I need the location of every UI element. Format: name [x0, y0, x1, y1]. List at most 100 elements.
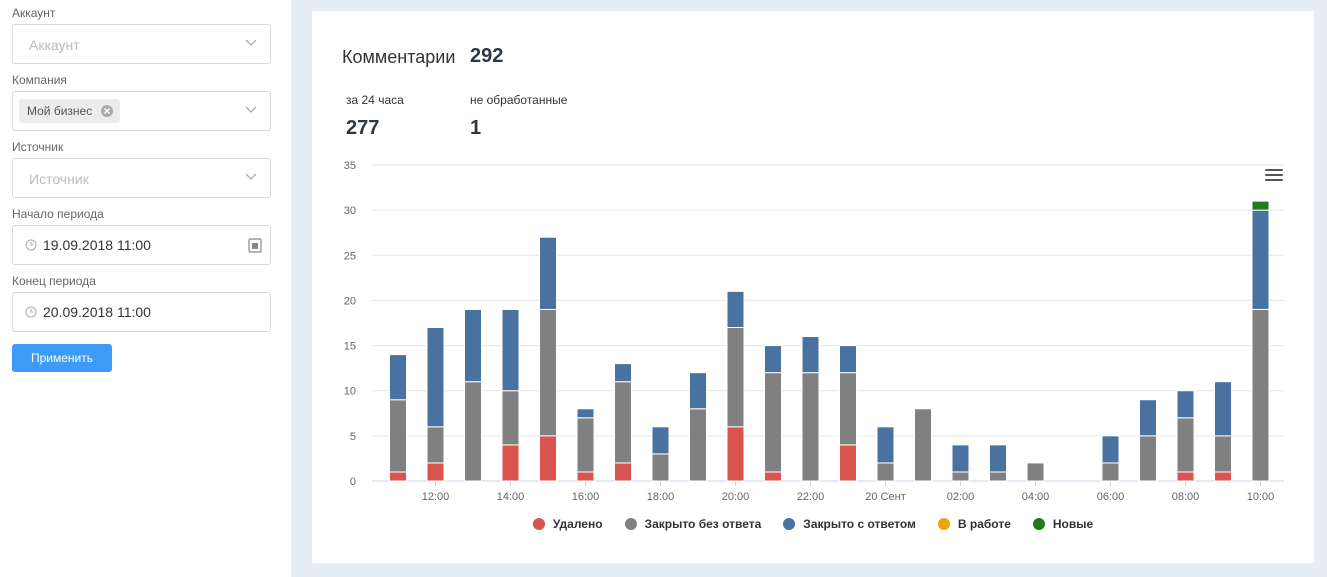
legend-item[interactable]: Новые [1032, 517, 1093, 531]
x-tick-label: 04:00 [1022, 491, 1050, 503]
bar-segment[interactable] [726, 426, 745, 482]
bar-segment[interactable] [464, 381, 482, 482]
main-area: Комментарии 292 за 24 часа 277 не обрабо… [291, 0, 1327, 577]
apply-button[interactable]: Применить [12, 344, 112, 372]
bar-segment[interactable] [801, 372, 820, 482]
bar-segment[interactable] [876, 426, 895, 464]
legend-label: Закрыто без ответа [644, 517, 762, 531]
clock-icon [25, 306, 37, 318]
company-tag-label: Мой бизнес [27, 104, 93, 118]
bar-segment[interactable] [764, 471, 782, 482]
bar-segment[interactable] [389, 471, 407, 482]
chevron-down-icon [245, 39, 257, 46]
y-tick-label: 0 [350, 476, 356, 488]
legend-dot-icon [937, 518, 950, 530]
last24-label: за 24 часа [346, 93, 404, 107]
bar-segment[interactable] [501, 308, 520, 392]
company-select[interactable]: Мой бизнес [12, 91, 271, 131]
bar-segment[interactable] [1214, 435, 1232, 473]
hamburger-menu-icon[interactable] [1265, 169, 1283, 183]
bar-segment[interactable] [914, 408, 932, 482]
calendar-icon[interactable] [248, 237, 262, 253]
legend-dot-icon [783, 518, 796, 530]
y-tick-label: 10 [344, 386, 356, 398]
bar-segment[interactable] [426, 327, 445, 428]
account-select[interactable]: Аккаунт [12, 24, 271, 64]
bar-segment[interactable] [726, 290, 745, 329]
bar-segment[interactable] [764, 372, 782, 473]
period-start-label: Начало периода [12, 207, 104, 221]
legend-label: Удалено [552, 517, 603, 531]
bar-segment[interactable] [689, 372, 707, 410]
x-tick-label: 14:00 [497, 491, 525, 503]
bar-segment[interactable] [651, 426, 670, 455]
bar-segment[interactable] [651, 453, 670, 482]
y-tick-label: 15 [344, 341, 356, 353]
bar-segment[interactable] [764, 345, 782, 374]
bar-segment[interactable] [1026, 462, 1045, 482]
bar-segment[interactable] [839, 345, 857, 374]
bar-segment[interactable] [726, 327, 745, 428]
chevron-down-icon [245, 173, 257, 180]
bar-segment[interactable] [426, 462, 445, 482]
bar-segment[interactable] [876, 462, 895, 482]
legend-item[interactable]: В работе [937, 517, 1011, 531]
bar-segment[interactable] [501, 390, 520, 446]
bar-segment[interactable] [501, 444, 520, 482]
filter-sidebar: Аккаунт Аккаунт Компания Мой бизнес Исто… [0, 0, 291, 577]
legend-item[interactable]: Удалено [532, 517, 603, 531]
legend-dot-icon [1032, 518, 1045, 530]
period-end-label: Конец периода [12, 274, 96, 288]
bar-segment[interactable] [1251, 209, 1270, 310]
bar-segment[interactable] [576, 408, 595, 419]
x-tick-label: 16:00 [572, 491, 600, 503]
bar-segment[interactable] [1251, 308, 1270, 482]
bar-segment[interactable] [1176, 471, 1195, 482]
x-tick-label: 02:00 [947, 491, 975, 503]
bar-segment[interactable] [426, 426, 445, 464]
y-tick-label: 5 [350, 431, 356, 443]
bar-segment[interactable] [464, 308, 482, 383]
bar-segment[interactable] [539, 236, 557, 310]
bar-segment[interactable] [1214, 471, 1232, 482]
bar-segment[interactable] [389, 399, 407, 473]
company-tag: Мой бизнес [19, 99, 121, 123]
bar-segment[interactable] [1139, 399, 1157, 437]
bar-segment[interactable] [1176, 417, 1195, 473]
bar-segment[interactable] [951, 471, 970, 482]
period-end-input[interactable]: 20.09.2018 11:00 [12, 292, 271, 332]
legend-item[interactable]: Закрыто без ответа [624, 517, 762, 531]
bar-segment[interactable] [614, 381, 632, 464]
chart-legend: Удалено Закрыто без ответа Закрыто с ответ… [312, 517, 1314, 531]
bar-segment[interactable] [801, 336, 820, 374]
source-select[interactable]: Источник [12, 158, 271, 198]
close-circle-icon[interactable] [100, 104, 114, 118]
legend-label: Закрыто с ответом [803, 517, 916, 531]
period-start-input[interactable]: 19.09.2018 11:00 [12, 225, 271, 265]
bar-segment[interactable] [576, 471, 595, 482]
bar-segment[interactable] [989, 444, 1007, 473]
bar-segment[interactable] [1139, 435, 1157, 482]
legend-item[interactable]: Закрыто с ответом [783, 517, 916, 531]
bar-segment[interactable] [1214, 381, 1232, 437]
bar-segment[interactable] [1101, 435, 1120, 464]
bar-segment[interactable] [839, 372, 857, 446]
bar-segment[interactable] [989, 471, 1007, 482]
legend-label: В работе [957, 517, 1011, 531]
bar-segment[interactable] [1176, 390, 1195, 419]
bar-segment[interactable] [1251, 200, 1270, 211]
bar-segment[interactable] [614, 363, 632, 383]
comments-panel: Комментарии 292 за 24 часа 277 не обрабо… [312, 11, 1314, 563]
bar-segment[interactable] [689, 408, 707, 482]
bar-segment[interactable] [1101, 462, 1120, 482]
bar-segment[interactable] [614, 462, 632, 482]
bar-segment[interactable] [839, 444, 857, 482]
bar-segment[interactable] [389, 354, 407, 401]
bar-segment[interactable] [576, 417, 595, 473]
bar-segment[interactable] [539, 435, 557, 482]
last24-value: 277 [346, 117, 380, 139]
bar-segment[interactable] [539, 308, 557, 437]
bar-segment[interactable] [951, 444, 970, 473]
source-label: Источник [12, 140, 64, 154]
legend-dot-icon [624, 518, 637, 530]
